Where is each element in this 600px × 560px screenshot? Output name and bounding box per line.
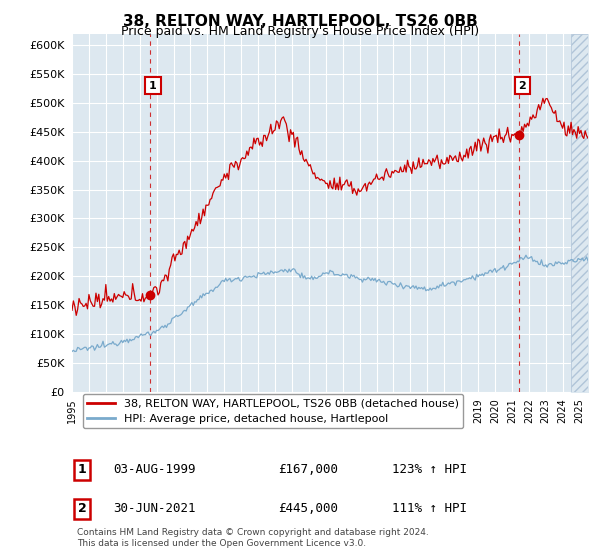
Text: 30-JUN-2021: 30-JUN-2021	[113, 502, 196, 515]
Text: 2: 2	[78, 502, 86, 515]
Text: 38, RELTON WAY, HARTLEPOOL, TS26 0BB: 38, RELTON WAY, HARTLEPOOL, TS26 0BB	[122, 14, 478, 29]
Text: 111% ↑ HPI: 111% ↑ HPI	[392, 502, 467, 515]
Text: 123% ↑ HPI: 123% ↑ HPI	[392, 463, 467, 476]
Text: Price paid vs. HM Land Registry's House Price Index (HPI): Price paid vs. HM Land Registry's House …	[121, 25, 479, 38]
Text: 1: 1	[78, 463, 86, 476]
Text: £445,000: £445,000	[278, 502, 338, 515]
Text: £167,000: £167,000	[278, 463, 338, 476]
Text: Contains HM Land Registry data © Crown copyright and database right 2024.
This d: Contains HM Land Registry data © Crown c…	[77, 529, 429, 548]
Text: 03-AUG-1999: 03-AUG-1999	[113, 463, 196, 476]
Text: 1: 1	[149, 81, 157, 91]
Legend: 38, RELTON WAY, HARTLEPOOL, TS26 0BB (detached house), HPI: Average price, detac: 38, RELTON WAY, HARTLEPOOL, TS26 0BB (de…	[83, 394, 463, 428]
Text: 2: 2	[518, 81, 526, 91]
